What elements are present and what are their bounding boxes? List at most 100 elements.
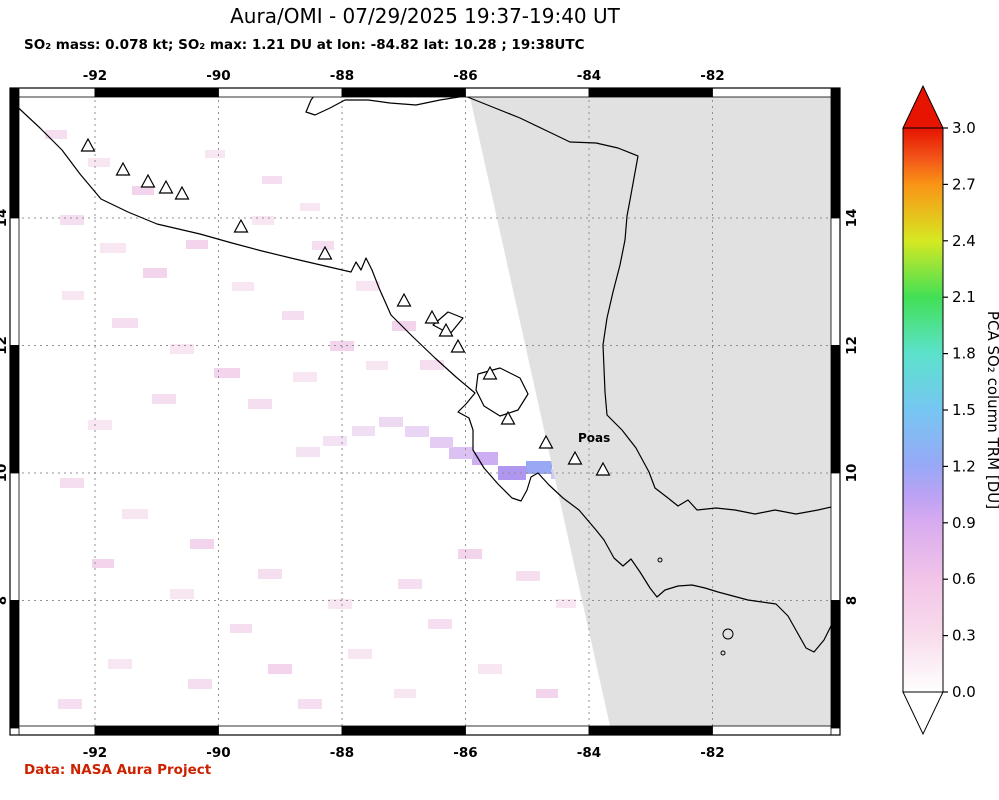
volcano-marker-icon <box>567 450 583 465</box>
volcano-marker-icon <box>317 245 333 260</box>
so2-pixel <box>394 689 416 698</box>
frame-segment <box>712 725 837 736</box>
so2-pixel <box>186 240 208 249</box>
so2-pixel <box>458 549 482 559</box>
volcano-marker-icon <box>233 218 249 233</box>
so2-pixel <box>268 664 292 674</box>
lon-tick-label-top: -88 <box>330 68 354 84</box>
colorbar-tick-label: 1.5 <box>952 401 976 419</box>
lon-tick-label-bottom: -88 <box>330 745 354 761</box>
so2-pixel <box>478 664 502 674</box>
so2-pixel <box>392 321 416 331</box>
so2-pixel <box>88 158 110 167</box>
colorbar-arrow-high <box>902 84 944 129</box>
frame-segment <box>830 600 841 729</box>
colorbar-gradient <box>902 127 944 693</box>
colorbar-tick-label: 1.2 <box>952 457 976 475</box>
so2-pixel <box>298 699 322 709</box>
volcano-marker-icon <box>438 322 454 337</box>
frame-segment <box>9 472 20 601</box>
volcano-marker-icon <box>424 309 440 324</box>
so2-pixel <box>214 368 240 378</box>
so2-pixel <box>352 426 375 436</box>
colorbar-tick-label: 2.4 <box>952 232 976 250</box>
volcano-marker-icon <box>80 137 96 152</box>
so2-pixel <box>60 478 84 488</box>
lon-tick-label-top: -86 <box>453 68 477 84</box>
so2-pixel <box>312 241 334 250</box>
frame-segment <box>830 472 841 601</box>
frame-segment <box>830 217 841 346</box>
so2-pixel <box>516 571 540 581</box>
frame-segment <box>465 87 590 98</box>
so2-pixel <box>296 447 320 457</box>
so2-pixel <box>258 569 282 579</box>
so2-pixel <box>262 176 282 184</box>
so2-pixel <box>428 619 452 629</box>
colorbar-tick-label: 3.0 <box>952 119 976 137</box>
so2-pixel <box>100 243 126 253</box>
frame-segment <box>9 87 96 98</box>
volcano-marker-icon <box>595 461 611 476</box>
so2-pixel <box>430 437 453 448</box>
colorbar-arrow-low <box>902 691 944 736</box>
lon-tick-label-top: -90 <box>206 68 230 84</box>
so2-pixel <box>122 509 148 519</box>
so2-pixel <box>58 699 82 709</box>
lat-tick-label-left: 10 <box>0 464 10 483</box>
lat-tick-label-left: 14 <box>0 209 10 228</box>
island <box>657 557 663 563</box>
frame-segment <box>9 87 20 219</box>
so2-pixel <box>366 361 388 370</box>
lon-tick-label-bottom: -84 <box>577 745 601 761</box>
so2-pixel <box>252 216 274 225</box>
so2-pixel <box>536 689 558 698</box>
so2-pixel <box>398 579 422 589</box>
so2-pixel <box>230 624 252 633</box>
frame-segment <box>9 725 96 736</box>
so2-pixel <box>60 215 84 225</box>
lon-tick-label-top: -84 <box>577 68 601 84</box>
frame-segment <box>94 87 219 98</box>
volcano-marker-icon <box>482 365 498 380</box>
colorbar-title: PCA SO₂ column TRM [DU] <box>984 311 999 509</box>
so2-pixel <box>170 344 194 354</box>
colorbar-tick-label: 0.9 <box>952 514 976 532</box>
so2-pixel <box>132 186 154 195</box>
frame-segment <box>588 725 713 736</box>
no-data-swath <box>468 88 840 735</box>
lon-tick-label-top: -92 <box>83 68 107 84</box>
so2-pixel <box>556 599 576 608</box>
coastline <box>475 367 529 417</box>
volcano-marker-icon <box>174 185 190 200</box>
frame-segment <box>9 345 20 474</box>
lon-tick-label-bottom: -82 <box>700 745 724 761</box>
frame-segment <box>712 87 837 98</box>
volcano-marker-icon <box>140 173 156 188</box>
colorbar-tick-label: 1.8 <box>952 345 976 363</box>
lat-tick-label-right: 8 <box>844 596 860 605</box>
frame-segment <box>9 727 20 736</box>
volcano-marker-icon <box>396 292 412 307</box>
so2-pixel <box>170 589 194 599</box>
so2-pixel <box>190 539 214 549</box>
lat-tick-label-right: 14 <box>844 209 860 228</box>
so2-pixel <box>205 150 225 158</box>
so2-pixel <box>348 649 372 659</box>
frame-segment <box>830 87 841 219</box>
so2-pixel <box>356 281 380 291</box>
so2-pixel <box>526 461 552 474</box>
frame-segment <box>218 725 343 736</box>
frame-segment <box>341 87 466 98</box>
so2-pixel <box>379 417 403 427</box>
so2-pixel <box>498 466 526 480</box>
so2-pixel <box>108 659 132 669</box>
coastline <box>305 87 841 515</box>
island <box>720 650 726 656</box>
lon-tick-label-bottom: -86 <box>453 745 477 761</box>
colorbar-tick-label: 0.0 <box>952 683 976 701</box>
so2-pixel <box>328 599 352 609</box>
frame-segment <box>588 87 713 98</box>
